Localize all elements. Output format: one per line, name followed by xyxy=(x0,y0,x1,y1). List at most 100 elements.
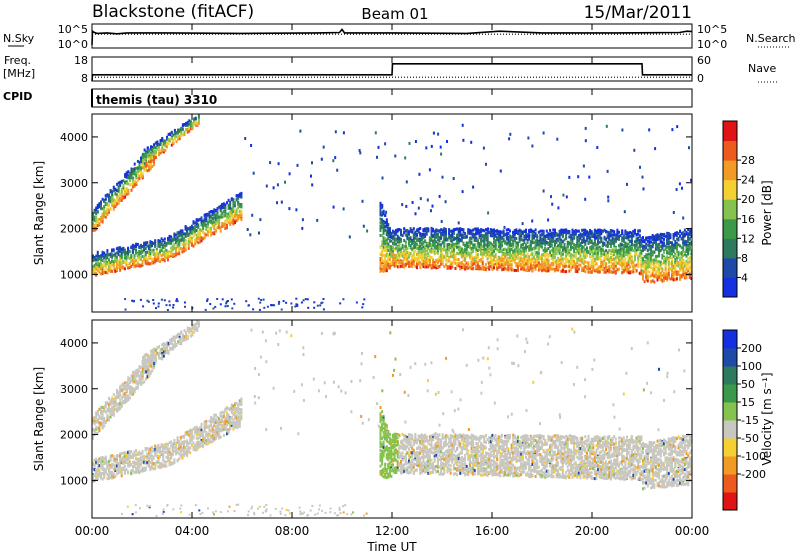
noise-left-tick-high: 10^5 xyxy=(58,23,88,36)
echo-cell xyxy=(114,199,117,203)
echo-cell xyxy=(188,122,191,126)
echo-cell xyxy=(213,208,216,212)
echo-cell xyxy=(642,277,644,281)
echo-cell xyxy=(111,269,114,273)
echo-cell xyxy=(496,229,499,233)
echo-cell xyxy=(569,253,572,257)
echo-cell xyxy=(117,186,120,190)
echo-cell xyxy=(379,229,382,232)
echo-cell xyxy=(597,228,600,232)
echo-cell xyxy=(404,240,407,244)
echo-cell xyxy=(589,248,592,252)
echo-cell xyxy=(227,220,230,224)
echo-cell xyxy=(614,235,617,239)
echo-cell xyxy=(499,233,502,236)
echo-cell xyxy=(555,260,558,264)
echo-cell xyxy=(544,247,547,251)
echo-cell xyxy=(144,250,147,254)
echo-cell xyxy=(460,255,463,259)
echo-cell xyxy=(153,143,156,147)
echo-cell xyxy=(384,228,387,232)
echo-cell xyxy=(409,240,412,243)
noise-right-tick-high: 10^5 xyxy=(697,23,727,36)
echo-cell xyxy=(640,272,643,276)
echo-cell xyxy=(653,258,656,262)
echo-cell xyxy=(382,269,385,273)
echo-cell xyxy=(640,263,643,267)
echo-cell xyxy=(136,242,139,246)
echo-cell xyxy=(489,228,492,232)
echo-cell xyxy=(518,228,521,232)
echo-cell xyxy=(449,229,452,233)
echo-cell xyxy=(95,262,98,266)
echo-cell xyxy=(435,232,438,236)
echo-cell xyxy=(385,260,388,264)
echo-cell xyxy=(130,173,133,177)
echo-cell xyxy=(427,252,430,255)
echo-cell xyxy=(593,269,596,273)
echo-cell xyxy=(497,230,500,234)
echo-cell xyxy=(541,245,543,249)
echo-cell xyxy=(184,239,187,243)
echo-cell xyxy=(568,259,571,263)
echo-cell xyxy=(499,237,502,241)
echo-cell xyxy=(480,246,483,250)
echo-cell xyxy=(484,247,487,251)
echo-cell xyxy=(127,265,130,269)
echo-cell xyxy=(159,242,161,246)
echo-cell xyxy=(523,230,526,234)
echo-cell xyxy=(393,240,396,244)
echo-cell xyxy=(232,207,235,211)
echo-cell xyxy=(549,251,552,254)
echo-cell xyxy=(420,247,423,251)
echo-cell xyxy=(161,150,164,154)
echo-cell xyxy=(608,233,611,237)
echo-cell xyxy=(111,190,114,194)
echo-cell xyxy=(387,223,390,227)
echo-cell xyxy=(93,215,96,219)
echo-cell xyxy=(493,249,495,253)
echo-cell xyxy=(565,250,568,254)
echo-cell xyxy=(424,256,427,260)
echo-cell xyxy=(569,243,572,247)
echo-cell xyxy=(584,265,587,269)
echo-cell xyxy=(491,262,494,266)
echo-cell xyxy=(489,245,492,249)
echo-cell xyxy=(632,232,635,236)
echo-cell xyxy=(448,259,451,263)
echo-cell xyxy=(452,243,455,247)
echo-cell xyxy=(406,247,409,251)
echo-cell xyxy=(167,252,169,256)
echo-cell xyxy=(544,238,547,242)
echo-cell xyxy=(590,245,593,249)
echo-cell xyxy=(642,275,644,279)
echo-cell xyxy=(433,262,436,266)
echo-cell xyxy=(202,230,205,234)
echo-cell xyxy=(191,127,194,131)
echo-cell xyxy=(574,255,577,259)
echo-cell xyxy=(478,248,481,252)
echo-cell xyxy=(135,259,138,263)
echo-cell xyxy=(467,229,470,233)
echo-cell xyxy=(436,229,439,233)
echo-cell xyxy=(582,262,585,266)
echo-cell xyxy=(400,228,402,232)
echo-cell xyxy=(449,246,452,250)
echo-cell xyxy=(131,246,134,250)
echo-cell xyxy=(202,221,205,225)
echo-cell xyxy=(449,251,452,255)
echo-cell xyxy=(464,257,467,260)
echo-cell xyxy=(622,244,625,247)
echo-cell xyxy=(392,241,394,245)
echo-cell xyxy=(475,248,478,252)
echo-cell xyxy=(395,230,398,234)
echo-cell xyxy=(608,270,611,274)
echo-cell xyxy=(627,263,630,267)
echo-cell xyxy=(465,254,468,258)
echo-cell xyxy=(553,249,556,253)
echo-cell xyxy=(143,246,146,250)
echo-cell xyxy=(449,244,452,248)
echo-cell xyxy=(151,241,153,244)
echo-cell xyxy=(574,246,577,250)
echo-cell xyxy=(194,242,197,246)
